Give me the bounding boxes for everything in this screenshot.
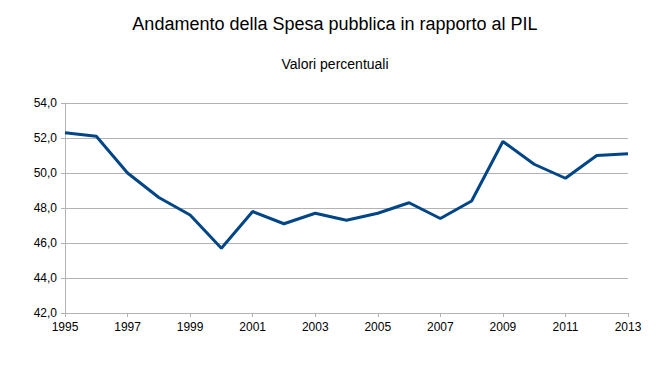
svg-text:2009: 2009 [490, 320, 517, 334]
svg-text:48,0: 48,0 [34, 201, 58, 215]
svg-text:2011: 2011 [553, 320, 579, 334]
svg-text:Valori percentuali: Valori percentuali [281, 56, 388, 72]
svg-text:46,0: 46,0 [34, 236, 58, 250]
svg-text:2001: 2001 [239, 320, 266, 334]
svg-text:52,0: 52,0 [34, 131, 58, 145]
svg-text:2003: 2003 [302, 320, 329, 334]
svg-text:44,0: 44,0 [34, 271, 58, 285]
svg-text:50,0: 50,0 [34, 166, 58, 180]
svg-text:42,0: 42,0 [34, 306, 58, 320]
svg-text:54,0: 54,0 [34, 96, 58, 110]
svg-text:2007: 2007 [427, 320, 454, 334]
svg-text:2013: 2013 [615, 320, 642, 334]
svg-text:1995: 1995 [52, 320, 79, 334]
svg-text:2005: 2005 [364, 320, 391, 334]
svg-text:Andamento della Spesa pubblica: Andamento della Spesa pubblica in rappor… [132, 14, 537, 34]
svg-text:1997: 1997 [114, 320, 141, 334]
svg-text:1999: 1999 [177, 320, 204, 334]
